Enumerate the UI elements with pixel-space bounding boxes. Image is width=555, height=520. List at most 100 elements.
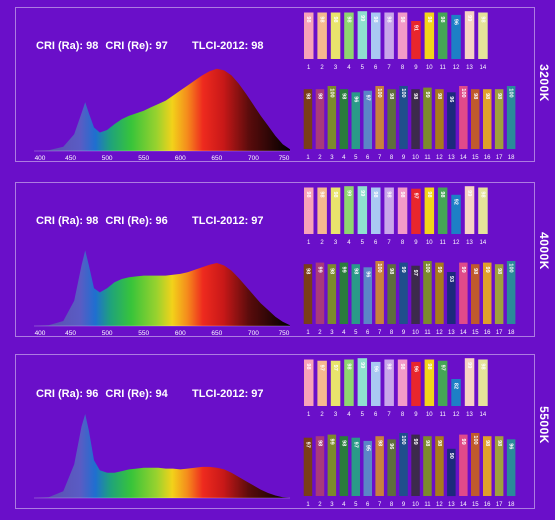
ra-bar — [411, 188, 421, 234]
re-category-label: 16 — [484, 502, 491, 508]
re-bar — [351, 437, 360, 496]
re-value-label: 98 — [305, 268, 311, 274]
re-category-label: 4 — [342, 155, 346, 161]
ra-category-label: 3 — [334, 65, 338, 71]
re-category-label: 8 — [390, 330, 394, 336]
ra-bar — [464, 186, 475, 234]
ra-value-label: 98 — [426, 363, 432, 369]
ra-value-label: 98 — [305, 16, 311, 22]
re-bar — [303, 437, 313, 496]
ra-category-label: 9 — [414, 240, 418, 246]
ra-value-label: 98 — [426, 16, 432, 22]
ra-bar — [330, 187, 341, 234]
ra-category-label: 10 — [426, 412, 433, 418]
re-category-label: 2 — [318, 502, 322, 508]
re-value-label: 98 — [340, 440, 346, 446]
ra-category-label: 4 — [347, 240, 351, 246]
ra-category-label: 7 — [387, 240, 391, 246]
spectrum-tick-label: 550 — [138, 155, 149, 162]
tlci-text: TLCI-2012: 97 — [192, 388, 264, 400]
re-category-label: 13 — [448, 155, 455, 161]
ra-value-label: 98 — [372, 191, 378, 197]
spectrum-tick-label: 650 — [211, 330, 222, 337]
re-bar — [459, 86, 468, 149]
ra-value-label: 98 — [399, 16, 405, 22]
re-bar — [399, 262, 408, 324]
re-category-label: 17 — [496, 155, 503, 161]
ra-value-label: 97 — [439, 365, 445, 371]
ra-bar — [344, 186, 354, 234]
ra-bar — [304, 187, 314, 234]
ra-category-label: 6 — [374, 412, 378, 418]
ra-category-label: 14 — [480, 412, 487, 418]
re-bar — [387, 439, 396, 496]
ra-bar — [451, 14, 461, 59]
cri-ra-text: CRI (Ra): 98 — [36, 215, 99, 227]
ra-bar — [478, 12, 488, 59]
re-category-label: 13 — [448, 502, 455, 508]
spectrum-chart: 400 450 500 550 600 650 700 750 — [34, 250, 290, 337]
re-bar — [411, 265, 420, 324]
ra-bar — [451, 379, 461, 406]
ra-bar — [424, 187, 435, 234]
re-bar — [483, 262, 492, 324]
ra-bar — [464, 358, 475, 406]
re-category-label: 1 — [306, 502, 310, 508]
re-value-label: 98 — [305, 93, 311, 99]
ra-category-label: 1 — [307, 65, 311, 71]
ra-category-label: 12 — [453, 240, 460, 246]
re-category-label: 13 — [448, 330, 455, 336]
re-value-label: 98 — [472, 268, 478, 274]
re-category-label: 12 — [436, 155, 443, 161]
ra-category-label: 9 — [414, 412, 418, 418]
re-bar — [447, 92, 456, 149]
re-bar — [327, 434, 337, 496]
cri-re-text: CRI (Re): 94 — [105, 388, 168, 400]
ra-category-label: 12 — [453, 412, 460, 418]
re-category-label: 6 — [366, 502, 370, 508]
panel-4000k: CRI (Ra): 98 CRI (Re): 96 TLCI-2012: 97 … — [15, 182, 535, 337]
re-category-label: 15 — [472, 155, 479, 161]
ra-value-label: 98 — [386, 363, 392, 369]
ra-bar — [451, 194, 461, 234]
re-category-label: 8 — [390, 502, 394, 508]
spectrum-tick-label: 600 — [175, 330, 186, 337]
re-value-label: 99 — [460, 267, 466, 273]
re-bar — [506, 439, 516, 496]
re-category-label: 1 — [306, 155, 310, 161]
re-category-label: 2 — [318, 330, 322, 336]
ra-bar — [437, 187, 448, 234]
re-category-label: 12 — [436, 330, 443, 336]
re-category-label: 10 — [412, 155, 419, 161]
spectrum-tick-label: 700 — [248, 155, 259, 162]
re-value-label: 98 — [316, 93, 322, 99]
ra-value-label: 99 — [359, 362, 365, 368]
ra-bar — [397, 187, 408, 234]
re-value-label: 99 — [328, 439, 334, 445]
ra-category-label: 8 — [401, 240, 405, 246]
ra-bar — [371, 361, 381, 406]
re-value-label: 98 — [484, 93, 490, 99]
ra-value-label: 99 — [359, 15, 365, 21]
re-category-label: 9 — [402, 502, 406, 508]
re-category-label: 6 — [366, 155, 370, 161]
re-bar — [411, 89, 420, 149]
ra-value-label: 82 — [453, 383, 459, 389]
spectrum-tick-label: 450 — [65, 155, 76, 162]
ra-category-label: 8 — [401, 65, 405, 71]
ra-value-label: 99 — [466, 362, 472, 368]
ra-value-label: 98 — [305, 363, 311, 369]
spectrum-tick-label: 500 — [102, 330, 113, 337]
re-value-label: 99 — [436, 267, 442, 273]
re-value-label: 99 — [484, 267, 490, 273]
ra-bar — [397, 359, 408, 406]
stats-row: CRI (Ra): 98 CRI (Re): 96 TLCI-2012: 97 — [36, 215, 264, 227]
re-value-label: 98 — [388, 93, 394, 99]
ra-category-label: 2 — [320, 412, 324, 418]
re-bar — [447, 272, 456, 324]
re-category-label: 11 — [424, 502, 431, 508]
ra-category-label: 13 — [466, 412, 473, 418]
re-value-label: 99 — [400, 267, 406, 273]
ra-bar — [317, 187, 327, 234]
re-category-label: 14 — [460, 330, 467, 336]
